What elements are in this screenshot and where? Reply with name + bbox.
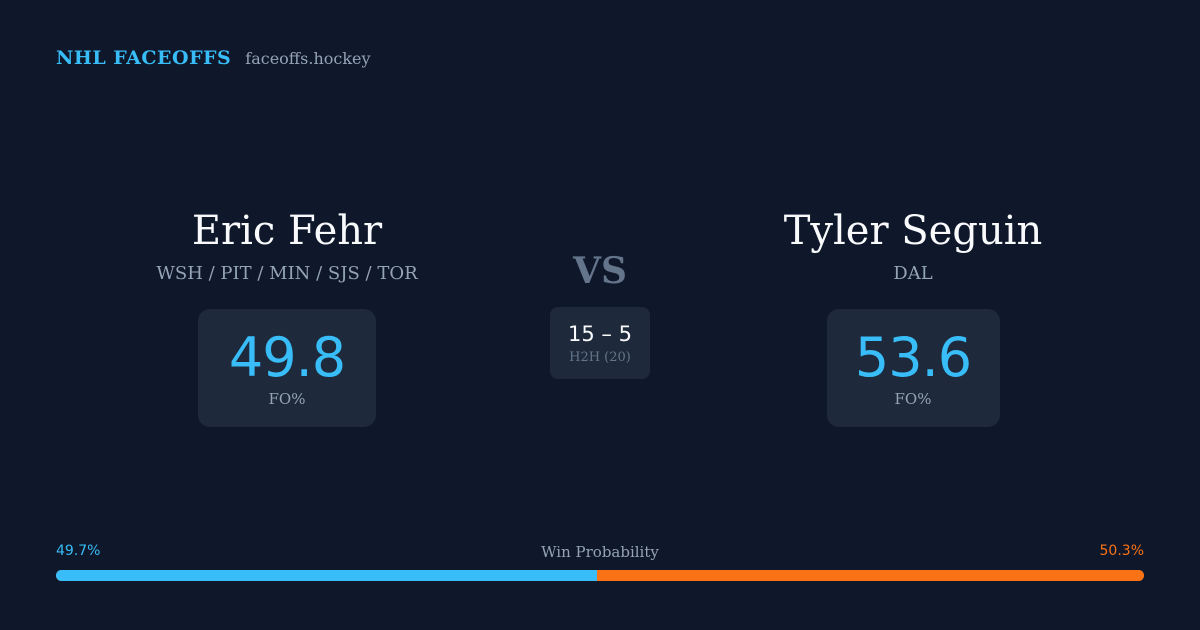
player-teams: DAL: [893, 263, 933, 284]
win-probability-left: 49.7%: [56, 543, 101, 559]
win-probability-bar: [56, 570, 1144, 581]
brand-url: faceoffs.hockey: [245, 49, 371, 68]
faceoff-percentage-box: 53.6 FO%: [826, 309, 1000, 427]
player-teams: WSH / PIT / MIN / SJS / TOR: [156, 263, 418, 284]
brand-header: NHL FACEOFFS faceoffs.hockey: [56, 47, 371, 69]
win-probability-labels: 49.7% Win Probability 50.3%: [56, 543, 1144, 563]
faceoff-percentage-value: 49.8: [228, 326, 346, 389]
win-probability-bar-left: [56, 570, 597, 581]
win-probability-title: Win Probability: [541, 543, 659, 561]
player-name: Eric Fehr: [191, 208, 383, 254]
versus-label: VS: [573, 250, 627, 292]
player-card-left: Eric Fehr WSH / PIT / MIN / SJS / TOR 49…: [77, 205, 497, 427]
head-to-head-box: 15 – 5 H2H (20): [550, 307, 650, 379]
faceoff-percentage-label: FO%: [894, 390, 932, 408]
player-name: Tyler Seguin: [783, 208, 1043, 254]
brand-title: NHL FACEOFFS: [56, 47, 232, 69]
win-probability-bar-right: [596, 570, 1144, 581]
faceoff-percentage-value: 53.6: [854, 326, 972, 389]
head-to-head-score: 15 – 5: [568, 321, 632, 346]
player-card-right: Tyler Seguin DAL 53.6 FO%: [703, 205, 1123, 427]
win-probability-right: 50.3%: [1099, 543, 1144, 559]
faceoff-percentage-label: FO%: [268, 390, 306, 408]
faceoff-percentage-box: 49.8 FO%: [198, 309, 376, 427]
head-to-head-label: H2H (20): [569, 349, 631, 365]
